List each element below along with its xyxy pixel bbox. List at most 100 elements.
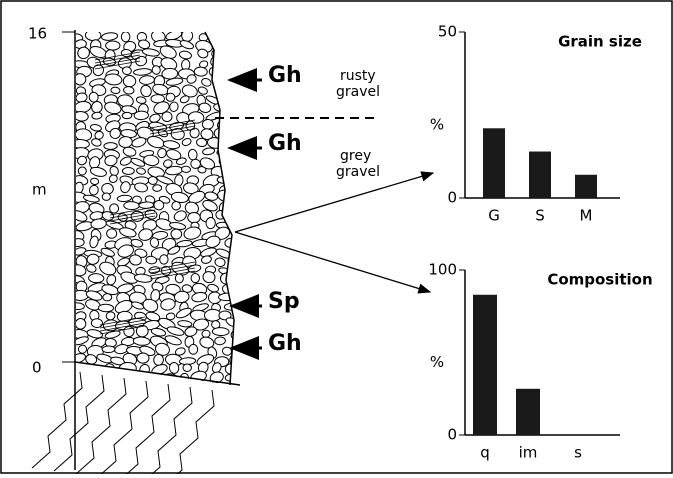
y-tick-label: 0 [447,189,457,207]
pebble [139,84,153,99]
pebble [197,166,206,174]
x-tick-label: q [480,444,490,462]
pebble [124,202,140,210]
pebble [85,263,97,273]
x-tick-label: G [488,207,500,225]
pebble [121,49,132,57]
pebble [176,240,192,248]
pebble [231,266,243,275]
pebble [230,173,245,186]
pebble [166,325,185,337]
pebble [106,229,116,239]
pebble [202,119,214,129]
pebble [222,95,236,104]
pebble [143,154,160,166]
bedrock-line [54,375,104,471]
x-tick-label: s [574,444,582,462]
pebble [123,86,134,94]
pebble [222,346,233,356]
pebble [202,330,211,338]
pebble [85,30,101,41]
chart-title: Composition [547,271,652,289]
facies-code: Sp [268,289,300,314]
pebble [207,283,220,293]
pebble [204,191,218,201]
pebble [229,151,245,158]
pebble [228,48,240,59]
pebble [200,77,212,87]
pebble [104,73,122,86]
pebble [91,319,103,328]
pebble [159,254,168,264]
pebble [213,28,227,42]
height-label: 16 [28,25,47,43]
pebble [169,101,179,112]
pebble [136,96,147,104]
pebble [72,238,85,246]
pebble [226,38,243,49]
facies-desc: grey [340,148,371,164]
pebble [88,273,104,283]
pebble [98,304,113,312]
bedrock-line [120,384,170,474]
pebble [231,167,240,175]
pebble [103,370,120,383]
pebble [202,147,215,155]
pebble [90,178,99,185]
bedrock [32,372,214,474]
pebble [138,363,151,377]
bar [529,152,551,198]
pebble [137,353,149,363]
y-tick-label: 50 [438,23,457,41]
pebble [197,86,208,96]
x-tick-label: im [519,444,538,462]
pebble [123,75,136,87]
pebble [229,156,246,168]
pebble [232,337,243,346]
pebble [179,39,194,50]
pebble [230,121,244,131]
pebble [177,320,192,328]
pebble [236,311,246,320]
pebble [91,112,102,120]
pebble [139,75,155,85]
pebble [71,302,84,310]
y-tick-label: 100 [428,261,457,279]
bedrock-line [76,378,126,474]
pebble [231,102,242,112]
y-axis-label: % [430,353,444,371]
pebble [102,193,110,201]
pebble [222,56,234,68]
bedrock-line [164,390,214,474]
pebble [188,149,198,160]
pebble [122,66,132,75]
pebble [225,316,241,329]
x-tick-label: M [580,207,593,225]
pebble [232,291,250,304]
bedrock-line [98,381,148,474]
pebble [218,73,230,86]
pebble [183,364,192,372]
pointer [235,232,430,292]
pebble [227,138,239,148]
pebble [181,166,190,173]
pebble [230,271,246,284]
pebble [130,157,146,168]
bar [473,295,497,435]
pebble [103,293,112,301]
pebble [109,203,119,213]
facies-desc: gravel [336,84,380,100]
pebble [119,136,133,148]
pebble [181,137,192,147]
pebble [227,213,239,223]
pebble [171,191,190,204]
pebble [225,67,240,80]
height-label: 0 [32,359,42,377]
pebble [208,65,225,80]
pebble [102,346,115,353]
pointer [235,173,433,232]
pebble [231,220,243,230]
unit-label: m [32,181,47,199]
pebble [104,142,118,149]
pebble [75,371,90,382]
